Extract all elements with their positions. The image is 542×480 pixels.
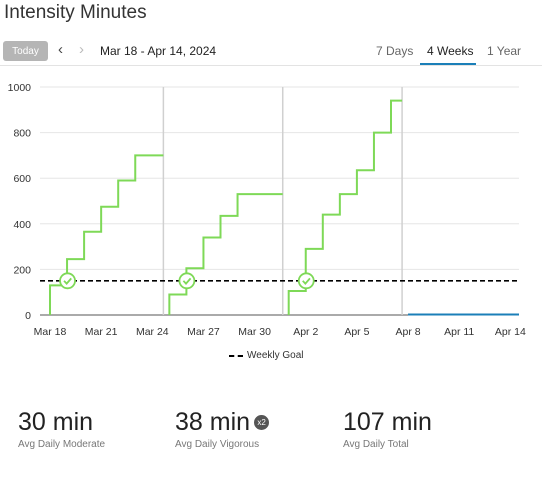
stat-value: 107 min [343,408,432,436]
today-button[interactable]: Today [3,41,48,61]
stat-value-row: 38 min x2 [175,408,270,437]
y-tick-label: 800 [13,128,31,140]
check-circle [178,272,196,290]
goal-reached-check-icon [59,272,76,290]
x-tick-label: Apr 5 [344,326,369,338]
tab-1-year[interactable]: 1 Year [487,44,522,58]
chart-legend: Weekly Goal [229,350,304,361]
page-title: Intensity Minutes [4,2,147,23]
weekly-goal-legend-swatch [229,354,243,357]
y-tick-label: 0 [25,310,31,322]
x-tick-label: Mar 18 [34,326,67,338]
stat-label: Avg Daily Total [343,439,409,450]
x-tick-label: Apr 2 [293,326,318,338]
stat-avg-total: 107 min Avg Daily Total [343,408,432,450]
x-tick-label: Mar 27 [187,326,220,338]
week-series-line [49,154,164,315]
y-tick-label: 1000 [8,82,32,94]
x-tick-label: Apr 8 [395,326,420,338]
check-mark [182,277,192,285]
stat-value: 38 min [175,408,251,436]
y-tick-label: 200 [13,264,31,276]
header-divider [0,65,542,66]
x-tick-label: Mar 24 [136,326,169,338]
goal-reached-check-icon [178,272,196,290]
stat-label: Avg Daily Vigorous [175,439,260,450]
x-tick-label: Mar 30 [238,326,271,338]
tab-4-weeks[interactable]: 4 Weeks [427,44,474,58]
check-circle [297,272,315,290]
active-tab-indicator [420,63,476,65]
stat-avg-vigorous: 38 min x2 Avg Daily Vigorous [175,408,270,450]
x-tick-label: Mar 21 [85,326,118,338]
tab-7-days[interactable]: 7 Days [376,44,414,58]
multiplier-badge: x2 [254,415,270,430]
date-range-label: Mar 18 - Apr 14, 2024 [100,44,217,58]
chevron-left-icon[interactable]: ‹ [58,41,63,58]
stat-avg-moderate: 30 min Avg Daily Moderate [18,408,105,450]
x-tick-label: Apr 14 [495,326,526,338]
check-circle [59,272,76,290]
chevron-right-icon[interactable]: › [79,41,84,58]
x-tick-label: Apr 11 [444,326,474,338]
weekly-goal-legend-label: Weekly Goal [247,350,304,361]
week-series-line [168,193,283,315]
stat-value: 30 min [18,408,94,436]
goal-reached-check-icon [297,272,315,290]
intensity-minutes-chart: 0 200 400 600 800 1000 Mar 18 Mar 21 Mar 24 Mar 2… [8,82,526,338]
check-mark [302,277,311,285]
check-mark [63,277,72,285]
stat-label: Avg Daily Moderate [18,439,106,450]
y-tick-label: 400 [13,219,31,231]
y-tick-label: 600 [13,173,31,185]
